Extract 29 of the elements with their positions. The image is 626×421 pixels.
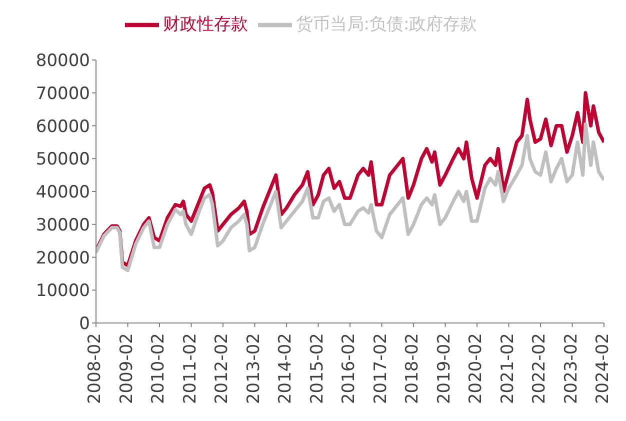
x-tick-label: 2008-02 bbox=[85, 333, 106, 404]
x-tick-label: 2013-02 bbox=[244, 333, 264, 404]
legend-label: 财政性存款 bbox=[162, 14, 248, 35]
x-tick-label: 2019-02 bbox=[434, 333, 454, 404]
x-tick-label: 2009-02 bbox=[116, 333, 137, 404]
x-tick-label: 2016-02 bbox=[339, 333, 360, 404]
y-tick-label: 20000 bbox=[36, 248, 90, 268]
x-tick-label: 2012-02 bbox=[212, 333, 232, 404]
x-tick-label: 2021-02 bbox=[498, 333, 518, 404]
x-tick-label: 2023-02 bbox=[561, 333, 582, 404]
y-tick-label: 80000 bbox=[36, 51, 90, 72]
x-tick-label: 2011-02 bbox=[180, 333, 200, 404]
x-tick-label: 2018-02 bbox=[402, 333, 423, 404]
x-tick-label: 2010-02 bbox=[148, 333, 169, 404]
y-tick-label: 50000 bbox=[36, 150, 90, 170]
x-tick-label: 2015-02 bbox=[307, 333, 328, 404]
x-tick-label: 2022-02 bbox=[530, 333, 550, 404]
x-tick-label: 2014-02 bbox=[276, 333, 296, 404]
x-tick-label: 2024-02 bbox=[593, 333, 614, 404]
y-tick-label: 60000 bbox=[36, 116, 90, 137]
x-tick-label: 2020-02 bbox=[466, 333, 486, 404]
y-tick-label: 10000 bbox=[36, 281, 90, 302]
y-tick-label: 30000 bbox=[36, 215, 90, 236]
x-tick-label: 2017-02 bbox=[370, 333, 391, 404]
y-tick-label: 0 bbox=[79, 314, 90, 334]
line-series bbox=[96, 122, 604, 272]
legend-label: 货币当局:负债:政府存款 bbox=[296, 14, 478, 35]
y-tick-label: 40000 bbox=[36, 182, 90, 203]
y-tick-label: 70000 bbox=[36, 84, 90, 104]
